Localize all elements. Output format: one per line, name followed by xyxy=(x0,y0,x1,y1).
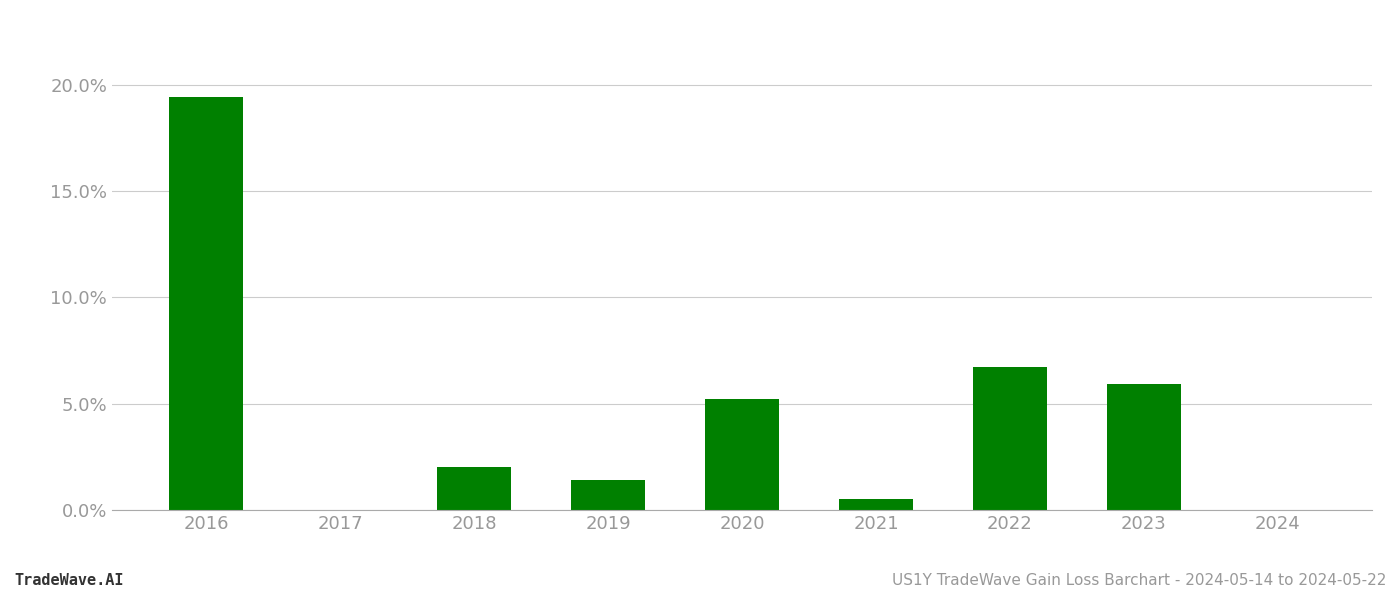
Bar xyxy=(973,367,1047,510)
Bar xyxy=(169,97,244,510)
Bar xyxy=(706,400,778,510)
Bar xyxy=(571,480,645,510)
Text: TradeWave.AI: TradeWave.AI xyxy=(14,573,123,588)
Bar xyxy=(437,467,511,510)
Bar xyxy=(1107,385,1180,510)
Text: US1Y TradeWave Gain Loss Barchart - 2024-05-14 to 2024-05-22: US1Y TradeWave Gain Loss Barchart - 2024… xyxy=(892,573,1386,588)
Bar xyxy=(839,499,913,510)
